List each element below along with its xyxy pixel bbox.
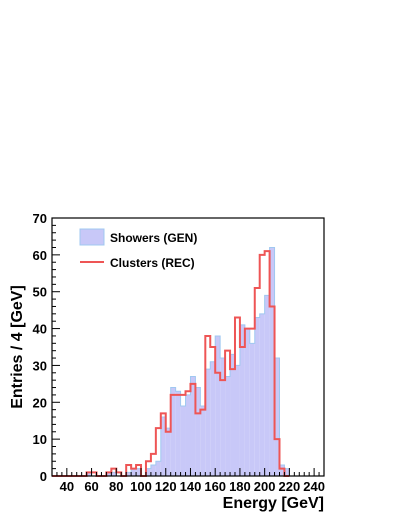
gen-bar <box>239 324 245 476</box>
y-tick-label: 10 <box>33 432 47 447</box>
gen-bar <box>200 405 206 476</box>
x-axis-ticks: 40 60 80 100 120 140 160 180 200 220 240 <box>51 468 325 494</box>
legend: Showers (GEN) Clusters (REC) <box>79 228 197 270</box>
gen-bar <box>185 394 191 476</box>
gen-bar <box>225 376 231 476</box>
gen-bar <box>254 317 260 476</box>
legend-label-gen: Showers (GEN) <box>110 231 197 245</box>
gen-bar <box>230 354 235 476</box>
plot-frame <box>51 217 325 477</box>
gen-bar <box>131 468 137 476</box>
x-tick-label: 60 <box>84 479 98 494</box>
gen-bar <box>106 472 112 476</box>
gen-bar <box>126 472 132 476</box>
legend-swatch-gen <box>79 228 105 246</box>
gen-bar <box>155 461 161 476</box>
y-tick-label: 0 <box>40 469 47 484</box>
gen-bar <box>234 365 240 476</box>
gen-bar <box>220 358 226 476</box>
x-tick-label: 80 <box>109 479 123 494</box>
gen-bar <box>284 468 290 476</box>
x-tick-label: 180 <box>229 479 251 494</box>
legend-label-rec: Clusters (REC) <box>110 256 195 270</box>
y-tick-label: 60 <box>33 248 47 263</box>
y-tick-label: 40 <box>33 322 47 337</box>
gen-bar <box>175 391 181 476</box>
gen-bar <box>279 464 285 476</box>
x-tick-label: 100 <box>130 479 152 494</box>
x-tick-label: 240 <box>303 479 325 494</box>
gen-bar <box>264 295 270 476</box>
x-axis-title: Energy [GeV] <box>223 495 324 512</box>
gen-bar <box>190 376 196 476</box>
gen-bar <box>180 405 186 476</box>
gen-bar <box>210 361 216 476</box>
gen-bar <box>170 387 176 476</box>
gen-bar <box>86 472 92 476</box>
gen-bar <box>215 335 221 476</box>
gen-histogram-bars <box>52 246 290 477</box>
gen-bar <box>205 369 211 476</box>
gen-bar <box>269 247 275 476</box>
gen-bar <box>244 328 250 476</box>
gen-bar <box>136 468 142 476</box>
gen-bar <box>150 464 156 476</box>
gen-bar <box>195 387 201 476</box>
gen-bar <box>249 343 255 476</box>
x-tick-label: 200 <box>254 479 276 494</box>
gen-bar <box>274 358 280 476</box>
y-tick-label: 70 <box>33 211 47 226</box>
x-tick-label: 120 <box>155 479 177 494</box>
x-tick-label: 40 <box>60 479 74 494</box>
y-tick-label: 30 <box>33 358 47 373</box>
y-axis-title: Entries / 4 [GeV] <box>9 285 26 409</box>
gen-bar <box>259 313 265 476</box>
x-tick-label: 160 <box>204 479 226 494</box>
x-tick-label: 220 <box>279 479 301 494</box>
y-tick-label: 50 <box>33 285 47 300</box>
gen-bar <box>160 417 166 476</box>
y-tick-label: 20 <box>33 395 47 410</box>
gen-bar <box>165 428 171 476</box>
y-axis-ticks: 0 10 20 30 40 50 60 70 <box>33 211 60 484</box>
gen-bar <box>145 468 151 476</box>
x-tick-label: 140 <box>180 479 202 494</box>
gen-bar <box>111 472 117 476</box>
